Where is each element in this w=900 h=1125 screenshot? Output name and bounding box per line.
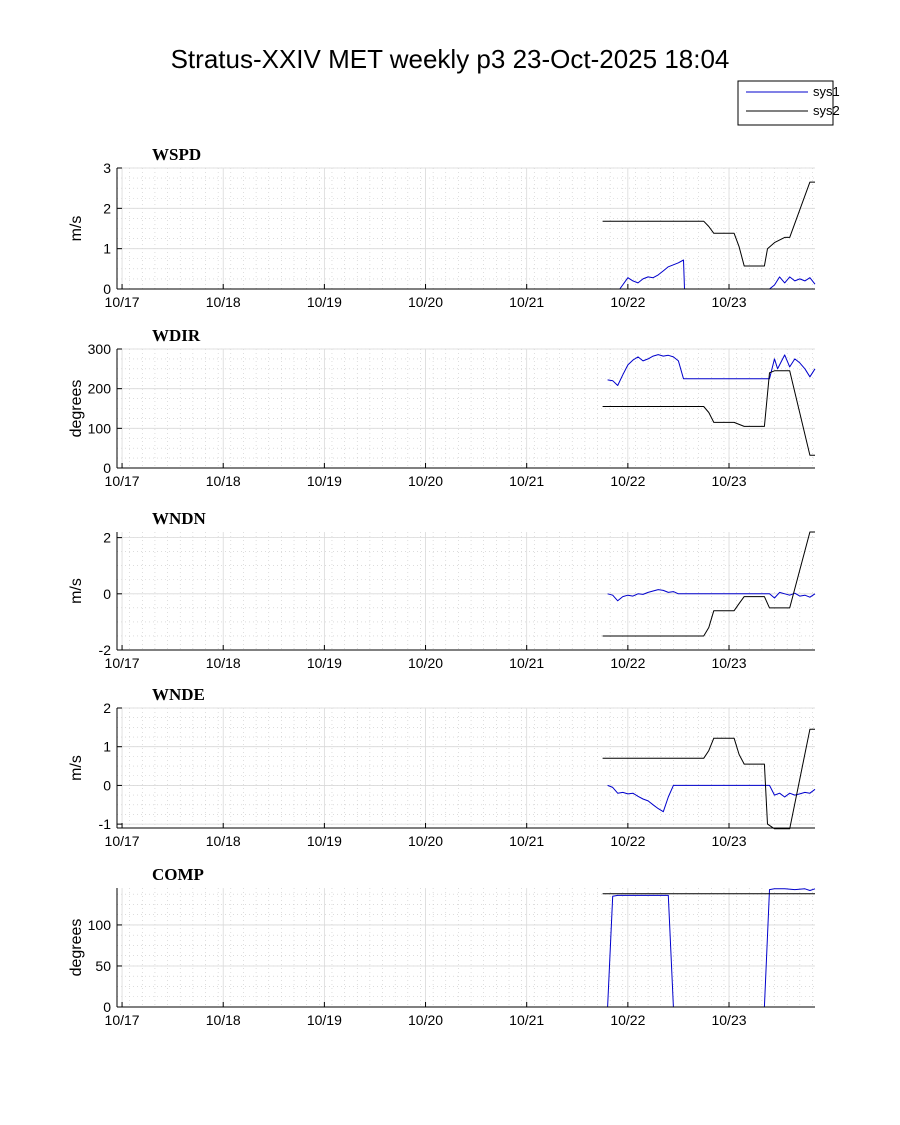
x-tick-label: 10/17 [105,1012,140,1028]
y-axis-label: m/s [68,755,85,781]
x-tick-label: 10/23 [711,1012,746,1028]
panel-wdir: 10/17 10/18 10/19 10/20 10/21 10/22 10/23 0 100 2… [68,326,816,489]
x-tick-label: 10/21 [509,655,544,671]
x-tick-label: 10/17 [105,833,140,849]
x-tick-label: 10/20 [408,473,443,489]
x-tick-label: 10/20 [408,294,443,310]
panel-wspd: 10/17 10/18 10/19 10/20 10/21 10/22 10/23 0 1 2 3 W… [68,145,816,310]
x-tick-label: 10/19 [307,1012,342,1028]
x-tick-label: 10/19 [307,294,342,310]
x-tick-label: 10/22 [610,473,645,489]
x-tick-label: 10/20 [408,1012,443,1028]
series-line-sys1 [607,589,816,602]
x-tick-label: 10/18 [206,655,241,671]
panel-wndn: 10/17 10/18 10/19 10/20 10/21 10/22 10/23 -2 0 2 W… [68,509,816,671]
x-tick-label: 10/22 [610,1012,645,1028]
plot-area-5 [117,888,815,1007]
x-tick-label: 10/20 [408,655,443,671]
y-tick-label: 3 [103,160,111,176]
legend: sys1 sys2 [737,80,840,126]
y-axis-label: m/s [68,578,85,604]
y-tick-label: 1 [103,739,111,755]
x-tick-label: 10/19 [307,833,342,849]
y-tick-label: 0 [103,281,111,297]
y-tick-label: 0 [103,999,111,1015]
series-line-sys1 [607,354,816,386]
x-tick-label: 10/17 [105,655,140,671]
x-tick-label: 10/19 [307,655,342,671]
plot-area-3 [117,532,815,650]
y-tick-label: 0 [103,586,111,602]
x-tick-label: 10/23 [711,473,746,489]
x-tick-label: 10/17 [105,294,140,310]
panel-title: WNDE [152,685,205,704]
x-tick-label: 10/18 [206,1012,241,1028]
y-tick-label: 0 [103,777,111,793]
x-tick-label: 10/22 [610,655,645,671]
y-tick-label: 2 [103,200,111,216]
y-axis-label: degrees [68,919,85,977]
y-tick-label: 2 [103,700,111,716]
x-tick-label: 10/19 [307,473,342,489]
x-tick-label: 10/21 [509,1012,544,1028]
series-line-sys2 [602,531,815,637]
y-axis-label: m/s [68,216,85,242]
legend-label-sys2: sys2 [813,103,840,118]
legend-box [737,80,834,126]
y-tick-label: 100 [88,420,112,436]
x-tick-label: 10/21 [509,833,544,849]
x-tick-label: 10/21 [509,294,544,310]
series-line-sys2 [602,181,815,267]
y-tick-label: 2 [103,530,111,546]
x-tick-label: 10/23 [711,833,746,849]
y-axis-label: degrees [68,380,85,438]
series-line-sys1 [607,784,816,813]
x-tick-label: 10/18 [206,833,241,849]
x-tick-label: 10/22 [610,294,645,310]
x-tick-label: 10/22 [610,833,645,849]
panel-title: WDIR [152,326,201,345]
x-tick-label: 10/23 [711,655,746,671]
y-tick-label: 50 [95,958,111,974]
x-tick-label: 10/20 [408,833,443,849]
panel-title: COMP [152,865,204,884]
panels: 10/17 10/18 10/19 10/20 10/21 10/22 10/23 0 1 2 3 W… [68,145,816,1028]
y-tick-label: 0 [103,460,111,476]
y-tick-label: 300 [88,341,112,357]
x-tick-label: 10/17 [105,473,140,489]
y-tick-label: 1 [103,241,111,257]
panel-wnde: 10/17 10/18 10/19 10/20 10/21 10/22 10/23 -1 0 1 2… [68,685,816,849]
series-line-sys2 [602,728,815,830]
panel-comp: 10/17 10/18 10/19 10/20 10/21 10/22 10/23 0 50 10… [68,865,816,1028]
y-tick-label: -2 [99,642,112,658]
legend-label-sys1: sys1 [813,84,840,99]
x-tick-label: 10/18 [206,473,241,489]
x-tick-label: 10/23 [711,294,746,310]
panel-title: WSPD [152,145,201,164]
series-line-sys2 [602,370,815,456]
y-tick-label: 100 [88,917,112,933]
figure-title: Stratus-XXIV MET weekly p3 23-Oct-2025 1… [171,44,730,74]
y-tick-label: -1 [99,816,112,832]
panel-title: WNDN [152,509,207,528]
y-tick-label: 200 [88,381,112,397]
plot-area-4 [117,708,815,828]
x-tick-label: 10/18 [206,294,241,310]
x-tick-label: 10/21 [509,473,544,489]
